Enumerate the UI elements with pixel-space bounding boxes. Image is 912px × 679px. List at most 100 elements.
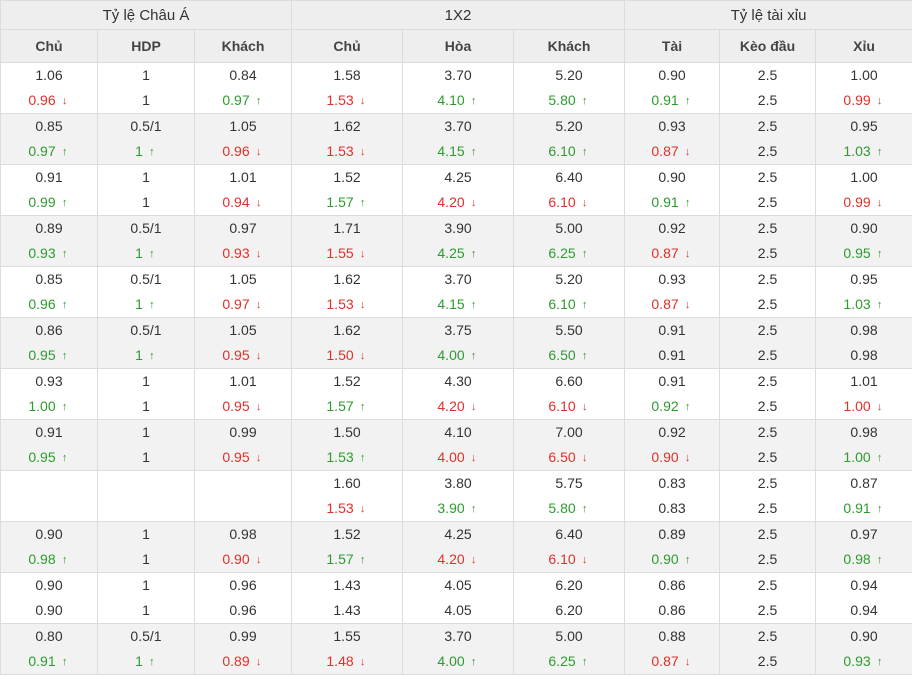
current-odds-value: 0.90 [222,551,250,567]
odds-cell-ou-over: 0.88 0.87 ↓ [624,623,721,675]
odds-cell-asian-hdp: 0.5/1 1 ↑ [97,266,195,318]
current-odds: 6.10 ↓ [514,547,624,572]
arrow-up-icon: ↑ [149,656,155,668]
table-row[interactable]: 0.85 0.97 ↑ 0.5/1 1 ↑ 1.05 0.96 ↓ 1.62 1.53 ↓ 3.70 4.… [0,113,912,165]
opening-odds: 0.90 [35,526,63,542]
arrow-up-icon: ↑ [470,503,477,515]
table-row[interactable]: 0.90 0.90 1 1 0.96 0.96 1.43 1.43 4.05 4.05 6.20 6.… [0,572,912,624]
current-odds-value: 2.5 [757,500,778,516]
opening-odds: 0.89 [35,220,63,236]
table-row[interactable]: 0.90 0.98 ↑ 1 1 0.98 0.90 ↓ 1.52 1.57 ↑ 4.25 4.20 ↓ 6.… [0,521,912,573]
arrow-down-icon: ↓ [255,299,262,311]
opening-odds: 0.5/1 [130,271,162,287]
odds-cell-asian-away: 1.05 0.96 ↓ [193,113,293,165]
current-odds: 1.48 ↓ [292,649,402,674]
current-odds: 6.20 [514,598,624,623]
table-row[interactable]: 0.85 0.96 ↑ 0.5/1 1 ↑ 1.05 0.97 ↓ 1.62 1.53 ↓ 3.70 4.… [0,266,912,318]
current-odds-value: 0.95 [843,245,871,261]
current-odds: 6.25 ↑ [514,649,624,674]
opening-odds: 0.84 [229,67,257,83]
odds-cell-1x2-away: 6.60 6.10 ↓ [513,368,626,420]
odds-cell-asian-home: 0.80 0.91 ↑ [0,623,98,675]
current-odds: 1 ↑ [98,241,194,266]
opening-odds: 6.60 [555,373,583,389]
current-odds-value: 1 [142,449,150,465]
table-row[interactable]: 1.06 0.96 ↓ 1 1 0.84 0.97 ↑ 1.58 1.53 ↓ 3.70 4.10 ↑ 5.… [0,62,912,114]
current-odds: 1 ↑ [98,139,194,164]
opening-odds: 0.99 [229,424,257,440]
current-odds-value: 6.25 [548,653,576,669]
table-row[interactable]: 0.89 0.93 ↑ 0.5/1 1 ↑ 0.97 0.93 ↓ 1.71 1.55 ↓ 3.90 4.… [0,215,912,267]
current-odds-value: 1.43 [333,602,361,618]
arrow-down-icon: ↓ [581,197,588,209]
odds-cell-asian-away: 1.05 0.97 ↓ [193,266,293,318]
opening-odds: 0.91 [35,424,63,440]
current-odds: 2.5 [720,598,815,623]
current-odds-value: 0.99 [843,194,871,210]
opening-odds: 0.96 [229,577,257,593]
current-odds: 0.96 [195,598,291,623]
arrow-down-icon: ↓ [359,95,366,107]
arrow-up-icon: ↑ [876,299,883,311]
table-row[interactable]: 1.60 1.53 ↓ 3.80 3.90 ↑ 5.75 5.80 ↑ 0.83 0.83 2.5 2.… [0,470,912,522]
odds-cell-ou-over: 0.86 0.86 [624,572,721,624]
opening-odds: 5.50 [555,322,583,338]
current-odds: 0.95 ↓ [195,445,291,470]
current-odds: 1 [98,394,194,419]
arrow-up-icon: ↑ [581,350,588,362]
opening-odds: 0.90 [658,67,686,83]
opening-odds: 1.52 [333,169,361,185]
opening-odds: 2.5 [757,220,778,236]
opening-odds: 0.85 [35,118,63,134]
arrow-down-icon: ↓ [255,350,262,362]
opening-odds: 1 [142,526,150,542]
arrow-up-icon: ↑ [581,299,588,311]
opening-odds: 5.20 [555,271,583,287]
arrow-down-icon: ↓ [359,350,366,362]
odds-cell-ou-line: 2.5 2.5 [719,470,817,522]
current-odds-value: 0.93 [28,245,56,261]
current-odds: 1 [98,190,194,215]
current-odds: 6.10 ↓ [514,394,624,419]
current-odds: 1 [98,445,194,470]
odds-cell-asian-away [193,470,293,522]
opening-odds: 1 [142,67,150,83]
table-row[interactable]: 0.91 0.95 ↑ 1 1 0.99 0.95 ↓ 1.50 1.53 ↑ 4.10 4.00 ↓ 7.… [0,419,912,471]
current-odds: 0.89 ↓ [195,649,291,674]
current-odds: 1.53 ↓ [292,88,402,113]
arrow-up-icon: ↑ [359,554,366,566]
opening-odds: 0.83 [658,475,686,491]
current-odds: 4.00 ↑ [403,649,513,674]
arrow-down-icon: ↓ [255,401,262,413]
odds-cell-1x2-away: 5.00 6.25 ↑ [513,215,626,267]
odds-cell-ou-over: 0.93 0.87 ↓ [624,113,721,165]
opening-odds: 2.5 [757,475,778,491]
current-odds-value: 2.5 [757,245,778,261]
arrow-down-icon: ↓ [359,248,366,260]
arrow-up-icon: ↑ [684,554,691,566]
current-odds-value: 1.53 [326,296,354,312]
current-odds-value: 6.50 [548,347,576,363]
table-row[interactable]: 0.93 1.00 ↑ 1 1 1.01 0.95 ↓ 1.52 1.57 ↑ 4.30 4.20 ↓ 6.… [0,368,912,420]
arrow-down-icon: ↓ [581,452,588,464]
odds-cell-asian-home: 0.89 0.93 ↑ [0,215,98,267]
table-row[interactable]: 0.80 0.91 ↑ 0.5/1 1 ↑ 0.99 0.89 ↓ 1.55 1.48 ↓ 3.70 4.… [0,623,912,675]
current-odds: 1.53 ↓ [292,139,402,164]
current-odds: 0.94 [816,598,912,623]
odds-cell-1x2-home: 1.55 1.48 ↓ [291,623,404,675]
odds-cell-ou-over: 0.91 0.92 ↑ [624,368,721,420]
current-odds: 0.96 ↓ [1,88,97,113]
table-row[interactable]: 0.86 0.95 ↑ 0.5/1 1 ↑ 1.05 0.95 ↓ 1.62 1.50 ↓ 3.75 4.… [0,317,912,369]
arrow-up-icon: ↑ [359,197,366,209]
current-odds [195,496,291,521]
current-odds-value: 1 [135,143,143,159]
current-odds: 0.99 ↓ [816,190,912,215]
odds-cell-asian-away: 1.01 0.94 ↓ [193,164,293,216]
odds-cell-ou-under: 1.01 1.00 ↓ [815,368,912,420]
arrow-up-icon: ↑ [876,503,883,515]
current-odds: 0.91 ↑ [625,190,719,215]
opening-odds: 0.93 [35,373,63,389]
current-odds: 0.91 [625,343,719,368]
table-row[interactable]: 0.91 0.99 ↑ 1 1 1.01 0.94 ↓ 1.52 1.57 ↑ 4.25 4.20 ↓ 6.… [0,164,912,216]
